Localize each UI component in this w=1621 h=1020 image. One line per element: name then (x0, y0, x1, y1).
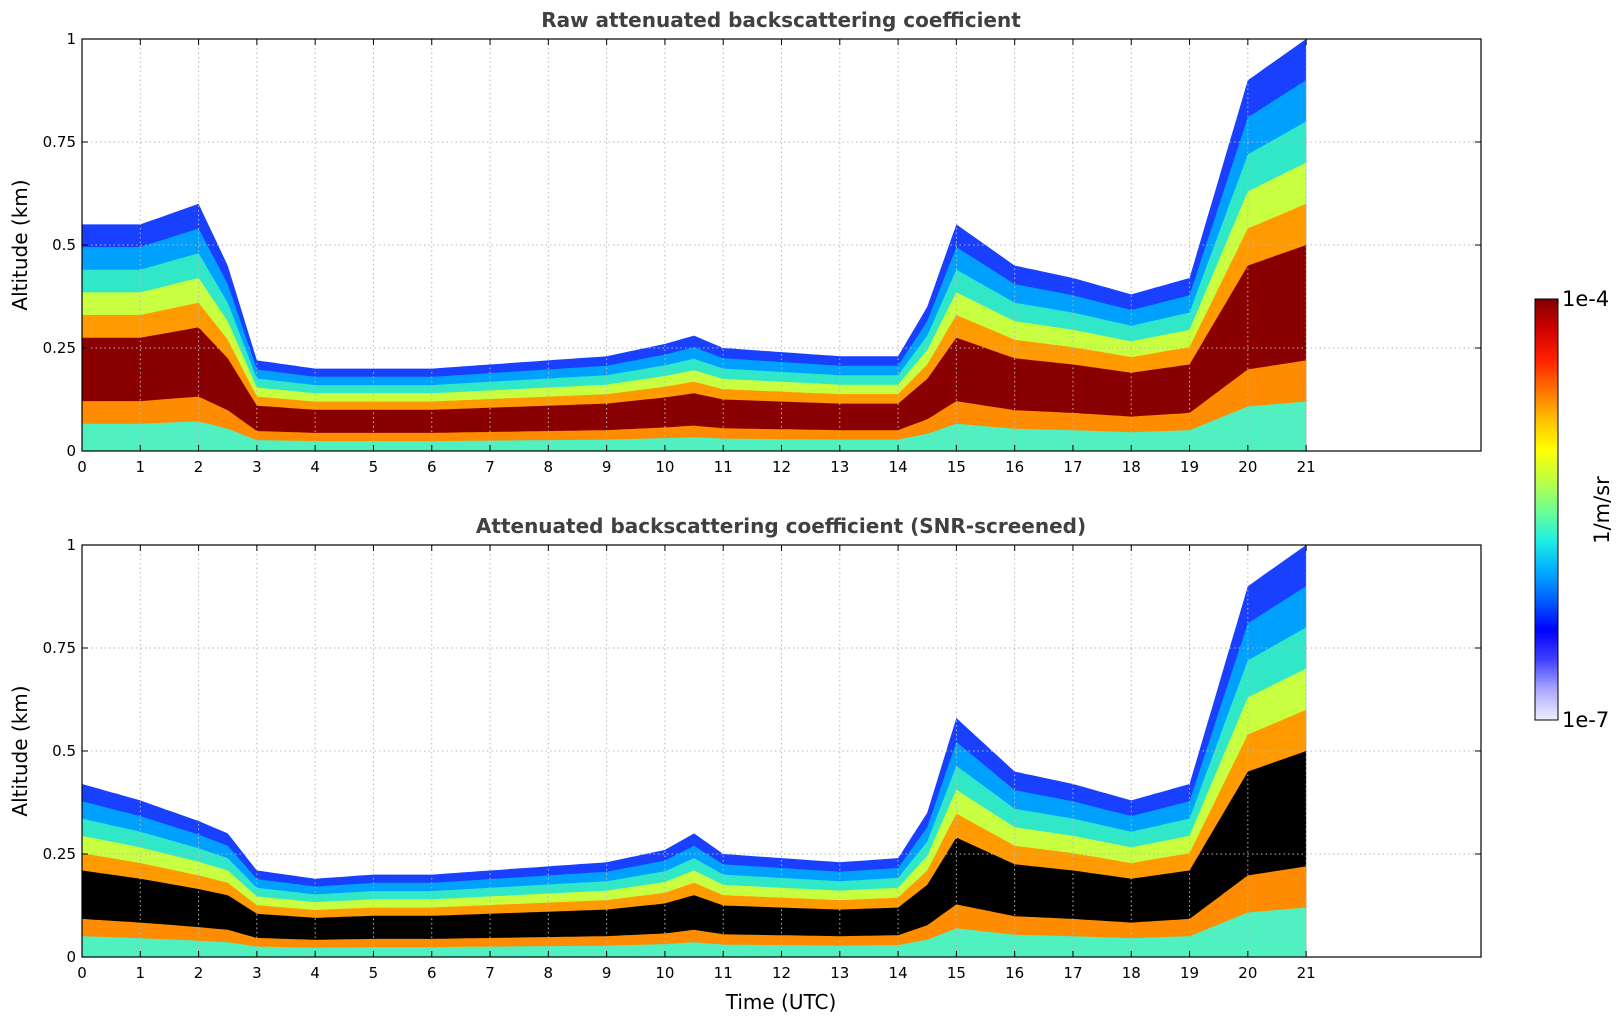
bottom-x-tick-label-4: 4 (310, 964, 320, 982)
bottom-x-tick-label-8: 8 (544, 964, 554, 982)
top-y-tick-label-4: 1 (66, 30, 76, 48)
top-x-tick-label-16: 16 (1005, 458, 1024, 476)
top-x-tick-label-17: 17 (1063, 458, 1082, 476)
top-x-tick-label-19: 19 (1180, 458, 1199, 476)
top-x-tick-label-3: 3 (252, 458, 262, 476)
top-x-tick-label-13: 13 (830, 458, 849, 476)
bottom-x-tick-label-5: 5 (369, 964, 379, 982)
top-x-tick-label-10: 10 (655, 458, 674, 476)
bottom-x-tick-label-11: 11 (714, 964, 733, 982)
top-x-tick-label-4: 4 (310, 458, 320, 476)
colorbar-gradient (1534, 298, 1559, 721)
bottom-x-tick-label-2: 2 (194, 964, 204, 982)
top-panel-y-label: Altitude (km) (8, 179, 32, 310)
top-y-tick-label-2: 0.5 (52, 236, 76, 254)
top-x-tick-label-2: 2 (194, 458, 204, 476)
bottom-panel-x-label: Time (UTC) (725, 990, 837, 1014)
bottom-x-tick-label-3: 3 (252, 964, 262, 982)
top-y-tick-label-0: 0 (66, 442, 76, 460)
bottom-heatmap-band-5 (82, 751, 1307, 957)
bottom-x-tick-label-15: 15 (947, 964, 966, 982)
top-y-tick-label-3: 0.75 (43, 133, 76, 151)
top-y-tick-label-1: 0.25 (43, 339, 76, 357)
bottom-x-tick-label-16: 16 (1005, 964, 1024, 982)
bottom-x-tick-label-10: 10 (655, 964, 674, 982)
bottom-x-tick-label-13: 13 (830, 964, 849, 982)
bottom-heatmap-band-7 (82, 907, 1307, 957)
bottom-x-tick-label-6: 6 (427, 964, 437, 982)
bottom-panel-title: Attenuated backscattering coefficient (S… (476, 514, 1086, 538)
top-x-tick-label-0: 0 (77, 458, 87, 476)
bottom-y-tick-label-0: 0 (66, 948, 76, 966)
bottom-x-tick-label-1: 1 (136, 964, 146, 982)
bottom-x-tick-label-21: 21 (1297, 964, 1316, 982)
top-x-tick-label-7: 7 (485, 458, 495, 476)
top-x-tick-label-12: 12 (772, 458, 791, 476)
bottom-x-tick-label-9: 9 (602, 964, 612, 982)
top-x-tick-label-14: 14 (889, 458, 908, 476)
bottom-x-tick-label-17: 17 (1063, 964, 1082, 982)
bottom-x-tick-label-0: 0 (77, 964, 87, 982)
colorbar-min-label: 1e-7 (1562, 708, 1609, 732)
top-x-tick-label-9: 9 (602, 458, 612, 476)
top-heatmap-band-7 (82, 401, 1307, 451)
top-panel-title: Raw attenuated backscattering coefficien… (541, 8, 1021, 32)
bottom-y-tick-label-3: 0.75 (43, 639, 76, 657)
top-x-tick-label-5: 5 (369, 458, 379, 476)
top-x-tick-label-18: 18 (1122, 458, 1141, 476)
bottom-y-tick-label-1: 0.25 (43, 845, 76, 863)
bottom-x-tick-label-19: 19 (1180, 964, 1199, 982)
bottom-panel: Attenuated backscattering coefficient (S… (8, 514, 1482, 1014)
top-x-tick-label-15: 15 (947, 458, 966, 476)
top-x-tick-label-11: 11 (714, 458, 733, 476)
colorbar-unit-label: 1/m/sr (1590, 476, 1614, 544)
colorbar-max-label: 1e-4 (1562, 287, 1609, 311)
bottom-x-tick-label-12: 12 (772, 964, 791, 982)
top-x-tick-label-21: 21 (1297, 458, 1316, 476)
bottom-y-tick-label-2: 0.5 (52, 742, 76, 760)
top-x-tick-label-20: 20 (1238, 458, 1257, 476)
top-x-tick-label-6: 6 (427, 458, 437, 476)
top-x-tick-label-1: 1 (136, 458, 146, 476)
bottom-x-tick-label-20: 20 (1238, 964, 1257, 982)
top-heatmap-band-5 (82, 245, 1307, 451)
top-x-tick-label-8: 8 (544, 458, 554, 476)
bottom-x-tick-label-18: 18 (1122, 964, 1141, 982)
top-panel: Raw attenuated backscattering coefficien… (8, 8, 1482, 476)
bottom-panel-y-label: Altitude (km) (8, 685, 32, 816)
bottom-y-tick-label-4: 1 (66, 536, 76, 554)
colorbar: 1e-4 1e-7 1/m/sr (1534, 287, 1614, 732)
bottom-x-tick-label-14: 14 (889, 964, 908, 982)
bottom-x-tick-label-7: 7 (485, 964, 495, 982)
